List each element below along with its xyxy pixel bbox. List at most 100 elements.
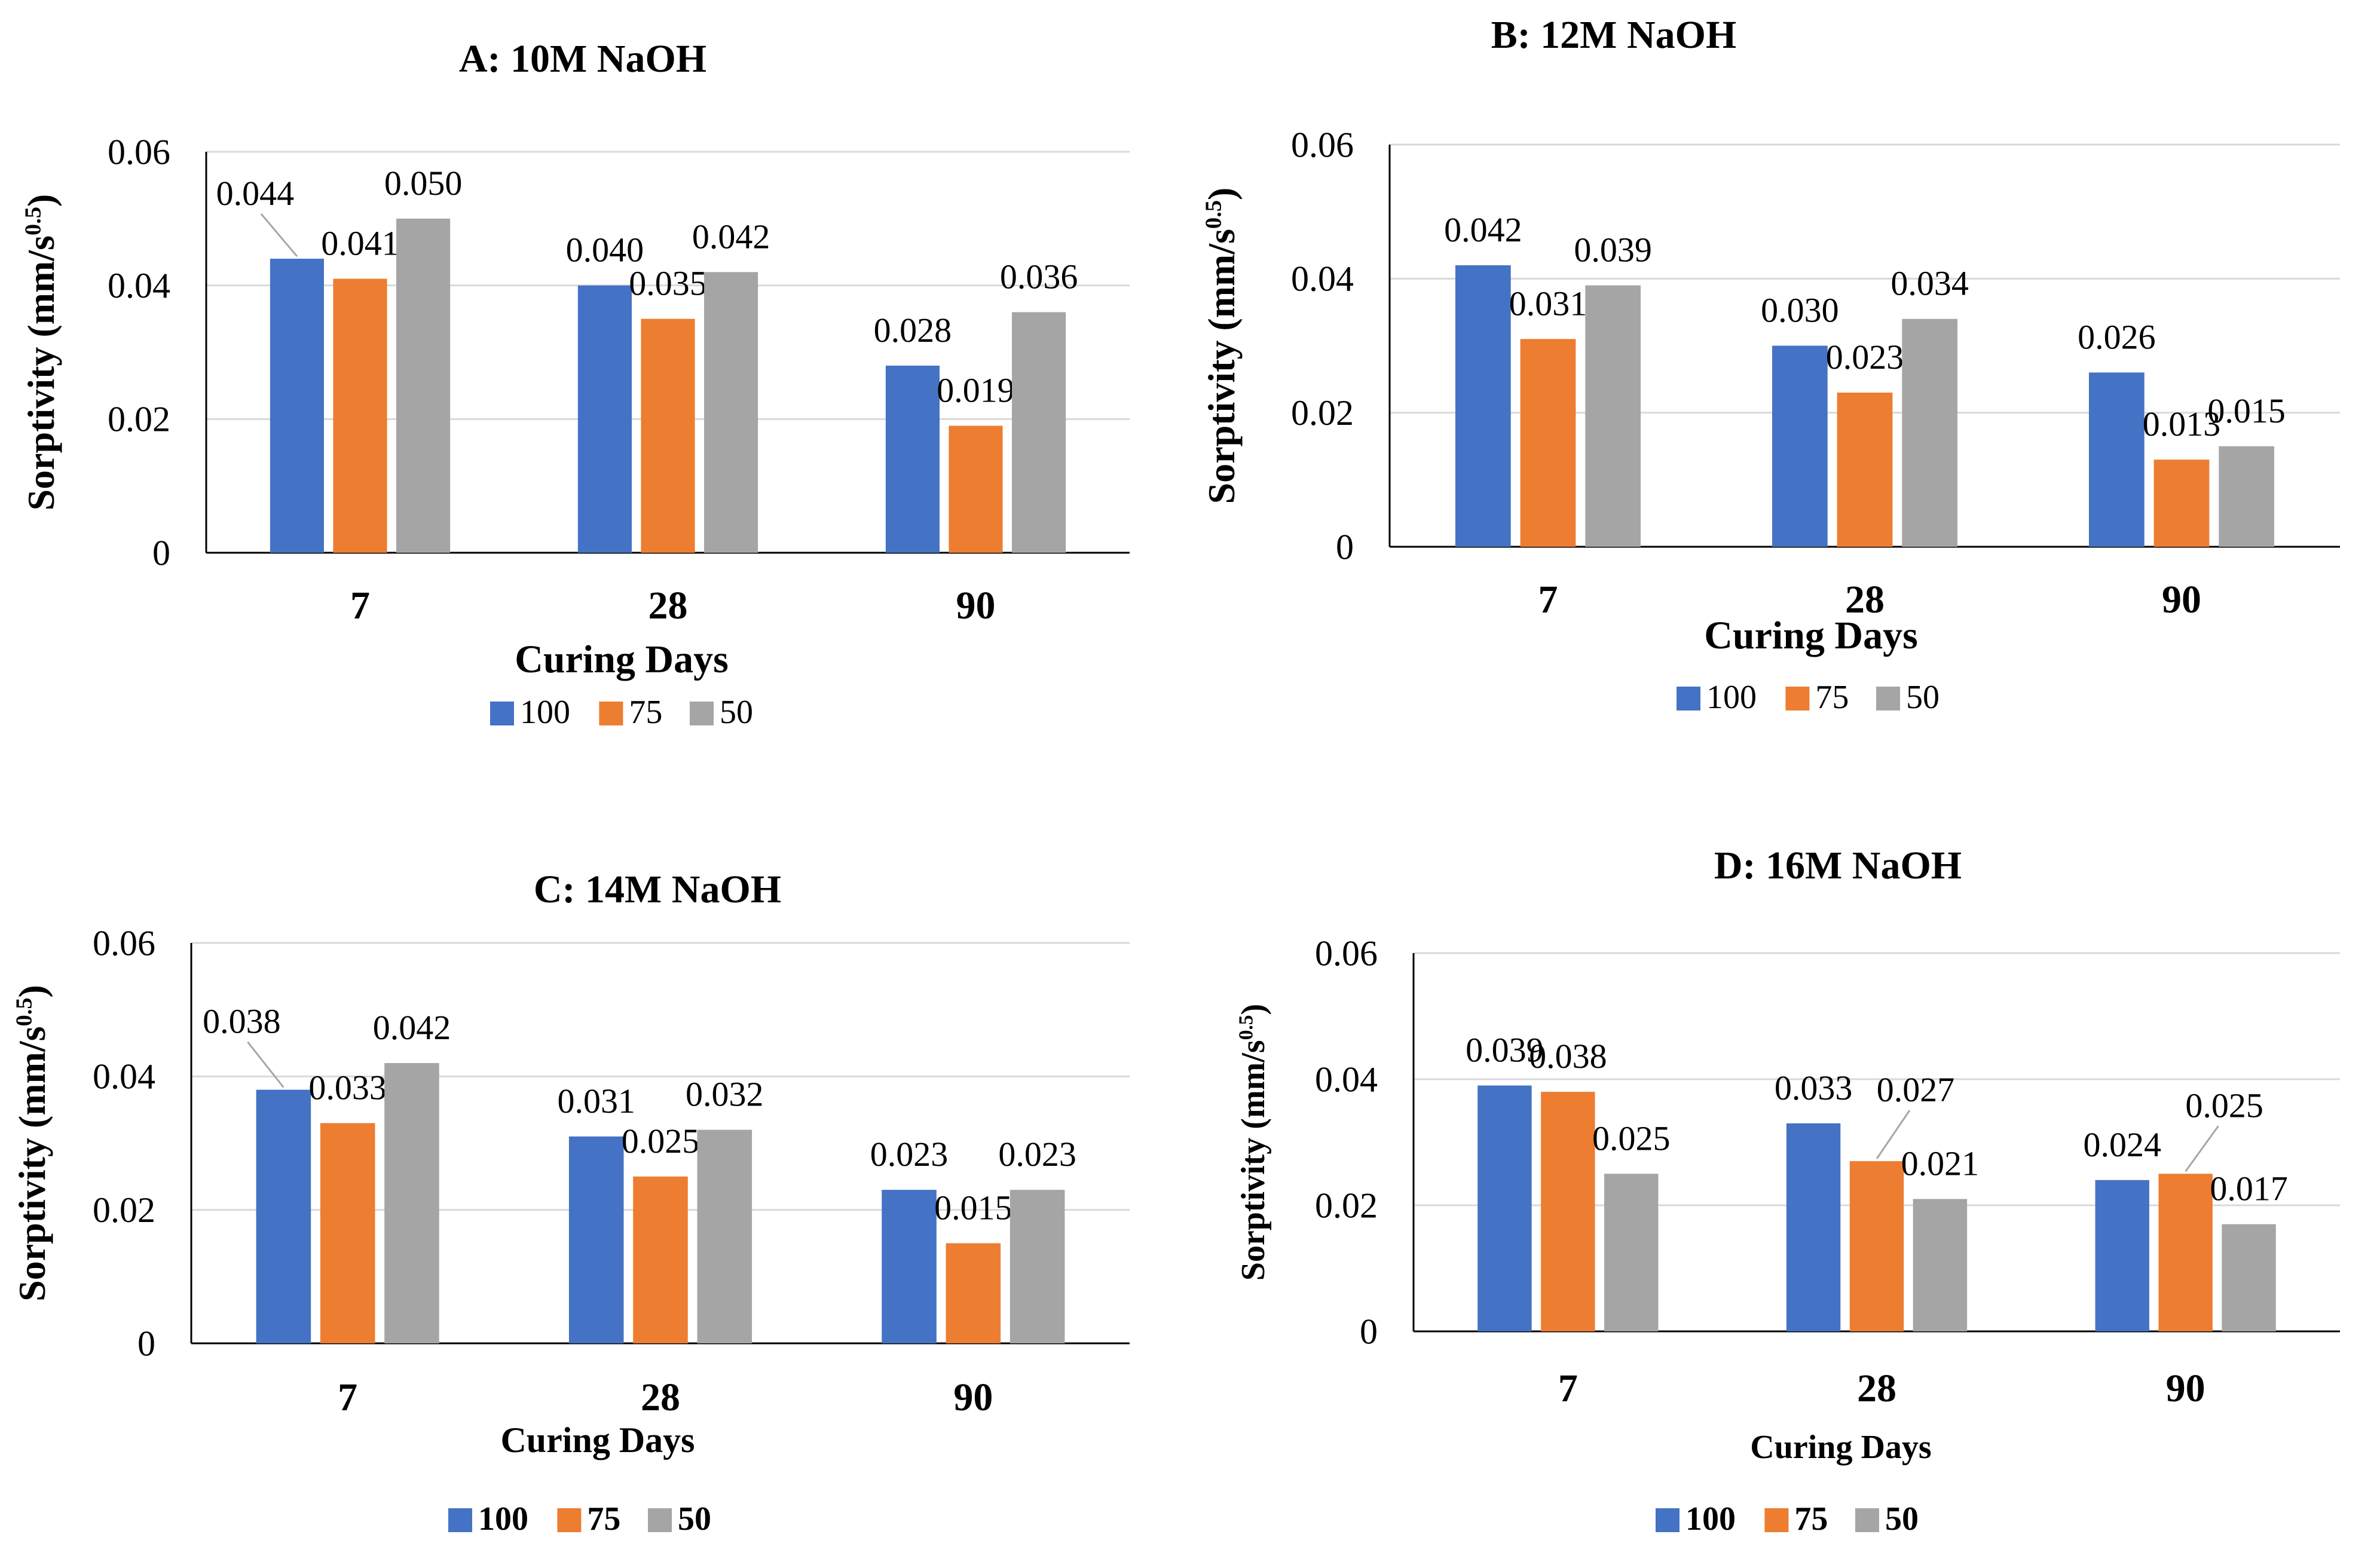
legend-swatch-50 xyxy=(1855,1508,1879,1532)
data-label: 0.050 xyxy=(384,164,463,203)
bar-100-7 xyxy=(1477,1085,1532,1331)
chart-a: A: 10M NaOH 0 0.02 0.04 0.06 7 0.044 0.041 0.050… xyxy=(20,37,1130,731)
y-axis-title-main: Sorptivity (mm/s xyxy=(20,235,62,510)
y-axis-title-close: ) xyxy=(1235,1004,1272,1015)
y-axis-title-sup: 0.5 xyxy=(1235,1015,1257,1040)
legend-swatch-75 xyxy=(1785,687,1810,710)
y-axis-title-main: Sorptivity (mm/s xyxy=(1235,1040,1272,1281)
bar-100-90 xyxy=(885,365,940,553)
bar-75-90 xyxy=(946,1243,1001,1343)
data-label: 0.034 xyxy=(1890,264,1969,303)
bar-50-28 xyxy=(1902,318,1958,547)
bar-50-90 xyxy=(2219,446,2275,547)
legend-label-50: 50 xyxy=(1906,679,1940,716)
data-label-leader xyxy=(1876,1110,1911,1159)
bar-50-7 xyxy=(384,1063,439,1343)
x-axis-title: Curing Days xyxy=(515,638,729,681)
legend: 100 75 50 xyxy=(490,694,753,731)
data-label: 0.019 xyxy=(937,371,1015,410)
bar-50-7 xyxy=(1585,285,1641,547)
data-label: 0.024 xyxy=(2084,1125,2162,1164)
legend-swatch-50 xyxy=(690,702,714,725)
y-tick-label: 0.06 xyxy=(1291,125,1354,164)
bar-50-7 xyxy=(396,218,451,553)
bar-100-7 xyxy=(256,1089,311,1343)
x-tick-label: 90 xyxy=(956,584,996,627)
y-tick-label: 0.06 xyxy=(93,923,155,963)
data-label: 0.036 xyxy=(1000,257,1078,296)
y-axis-title-sup: 0.5 xyxy=(21,207,46,235)
legend-swatch-100 xyxy=(490,702,514,725)
bar-100-28 xyxy=(577,285,632,553)
data-label: 0.040 xyxy=(566,231,644,270)
legend-swatch-75 xyxy=(1764,1508,1789,1532)
legend-label-100: 100 xyxy=(1706,679,1757,716)
y-tick-label: 0.06 xyxy=(108,132,170,172)
x-tick-label: 28 xyxy=(1857,1367,1896,1410)
data-label: 0.042 xyxy=(373,1008,451,1047)
bar-100-7 xyxy=(1455,265,1511,547)
chart-title: D: 16M NaOH xyxy=(1714,844,1962,887)
data-label: 0.035 xyxy=(629,264,707,303)
bar-100-28 xyxy=(1786,1123,1841,1331)
chart-b: B: 12M NaOH 0 0.02 0.04 0.06 7 0.042 0.031 0.039… xyxy=(1200,13,2340,716)
bar-75-90 xyxy=(2153,460,2210,547)
x-tick-label: 90 xyxy=(2162,578,2201,621)
chart-title: B: 12M NaOH xyxy=(1491,13,1737,57)
data-label: 0.023 xyxy=(1826,338,1904,376)
legend-swatch-75 xyxy=(599,702,623,725)
legend: 100 75 50 xyxy=(448,1500,711,1538)
legend-swatch-100 xyxy=(448,1508,472,1532)
x-axis-title: Curing Days xyxy=(500,1420,695,1460)
bar-75-90 xyxy=(949,425,1003,553)
bar-75-7 xyxy=(333,278,387,553)
y-axis-title: Sorptivity (mm/s0.5) xyxy=(20,194,62,511)
x-tick-label: 28 xyxy=(1845,578,1885,621)
data-label: 0.030 xyxy=(1761,291,1839,330)
chart-c: C: 14M NaOH 0 0.02 0.04 0.06 7 0.038 0.033 0.042… xyxy=(11,868,1130,1538)
data-label: 0.039 xyxy=(1466,1031,1544,1070)
bar-100-28 xyxy=(568,1136,624,1343)
data-label: 0.025 xyxy=(1592,1119,1671,1157)
bar-75-28 xyxy=(633,1176,688,1343)
x-tick-label: 28 xyxy=(641,1376,680,1419)
data-label-leader xyxy=(2185,1125,2219,1172)
y-axis-title: Sorptivity (mm/s0.5) xyxy=(1200,188,1243,504)
data-label: 0.015 xyxy=(934,1189,1012,1227)
data-label: 0.039 xyxy=(1574,231,1652,270)
data-label: 0.021 xyxy=(1901,1144,1980,1183)
data-label: 0.017 xyxy=(2210,1169,2288,1208)
data-label: 0.031 xyxy=(557,1082,635,1120)
legend-swatch-50 xyxy=(648,1508,672,1532)
legend-label-50: 50 xyxy=(720,694,753,731)
data-label-leader xyxy=(247,1041,285,1088)
legend-label-100: 100 xyxy=(478,1500,528,1538)
y-axis-title-close: ) xyxy=(1200,188,1243,200)
x-tick-label: 90 xyxy=(953,1376,993,1419)
legend-swatch-75 xyxy=(557,1508,582,1532)
legend-label-75: 75 xyxy=(1815,679,1849,716)
chart-title: C: 14M NaOH xyxy=(534,868,781,911)
bar-50-7 xyxy=(1604,1174,1659,1331)
data-label: 0.028 xyxy=(874,311,952,350)
legend-label-50: 50 xyxy=(678,1500,711,1538)
data-label: 0.031 xyxy=(1509,284,1587,323)
data-label: 0.023 xyxy=(998,1135,1076,1174)
bar-50-28 xyxy=(1913,1199,1968,1331)
y-tick-label: 0.04 xyxy=(1291,259,1354,299)
x-tick-label: 7 xyxy=(1538,578,1558,621)
legend-label-100: 100 xyxy=(520,694,570,731)
legend-swatch-100 xyxy=(1656,1508,1680,1532)
data-label: 0.042 xyxy=(692,217,770,256)
x-tick-label: 28 xyxy=(648,584,688,627)
bar-75-28 xyxy=(1849,1161,1904,1331)
y-axis-title-sup: 0.5 xyxy=(1201,200,1226,229)
y-tick-label: 0 xyxy=(152,533,170,572)
x-tick-label: 90 xyxy=(2166,1367,2205,1410)
y-tick-label: 0 xyxy=(1360,1312,1378,1351)
y-tick-label: 0 xyxy=(137,1324,155,1363)
y-tick-label: 0.06 xyxy=(1315,933,1378,973)
y-tick-label: 0.04 xyxy=(108,266,170,305)
legend-swatch-100 xyxy=(1677,687,1700,710)
